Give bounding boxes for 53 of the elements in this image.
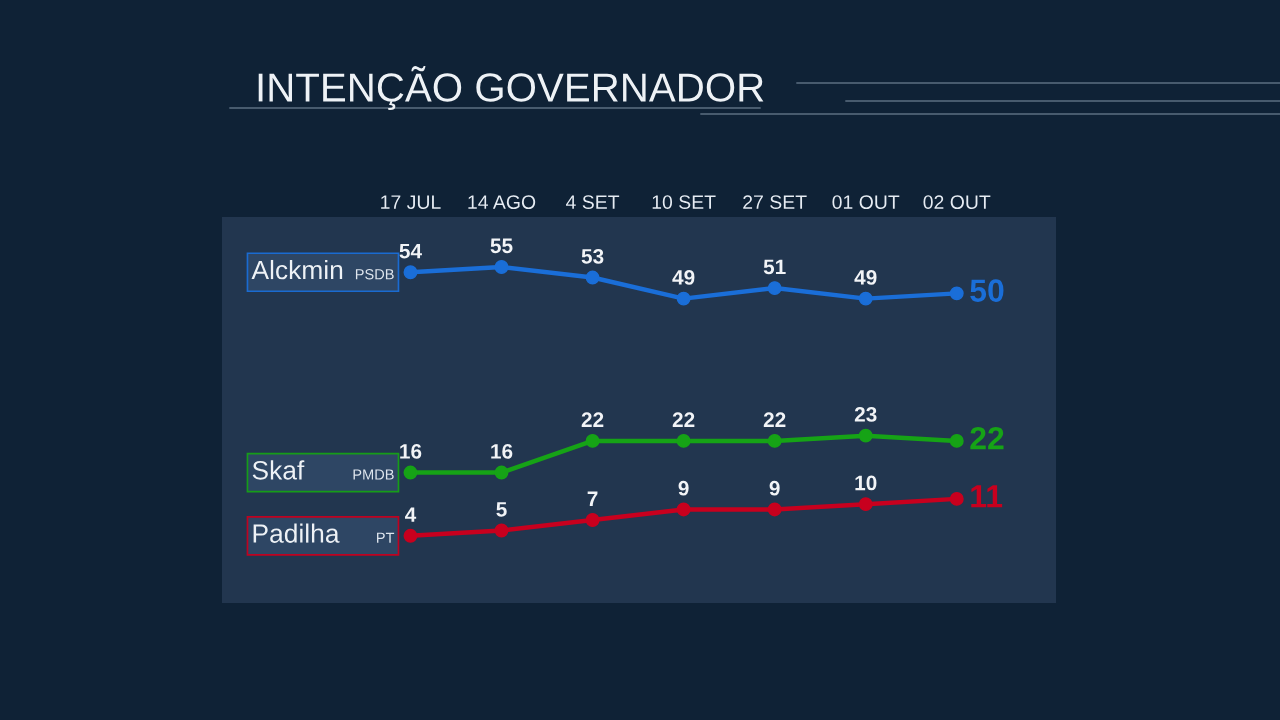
point [403, 528, 418, 543]
data-label: 7 [587, 491, 598, 506]
x-tick-label: 27 SET [743, 195, 807, 209]
chart-title: INTENÇÃO GOVERNADOR [258, 66, 764, 110]
point [949, 491, 964, 506]
point [403, 265, 418, 280]
point [585, 433, 600, 448]
data-label: 23 [854, 407, 877, 422]
text: Skaf PMDB [252, 460, 394, 480]
data-label: 22 [581, 412, 604, 427]
point [585, 513, 600, 527]
data-label: 49 [854, 270, 877, 285]
data-label: 16 [491, 443, 513, 459]
x-tick-label: 10 SET [652, 195, 716, 209]
data-label: 55 [490, 238, 513, 254]
x-tick-label: 4 SET [566, 195, 620, 209]
data-label: 22 [763, 412, 786, 427]
data-label: 51 [763, 259, 786, 275]
point [858, 497, 873, 512]
point [494, 523, 509, 538]
data-label: 53 [581, 248, 604, 264]
data-label: 11 [971, 485, 1003, 508]
point [949, 286, 964, 301]
data-label: 4 [404, 507, 417, 522]
point [494, 465, 509, 480]
x-tick-label: 14 AGO [468, 195, 536, 209]
point [494, 260, 509, 274]
text: Padilha PT [253, 523, 395, 543]
point [858, 428, 873, 443]
point [767, 281, 782, 296]
point [949, 433, 964, 448]
data-label: 16 [400, 443, 422, 459]
point [676, 433, 691, 448]
data-label: 22 [970, 426, 1004, 450]
x-tick-label: 01 OUT [832, 195, 900, 209]
data-label: 10 [855, 475, 877, 491]
point [676, 502, 691, 517]
series-label: Alckmin PSDB [251, 259, 394, 280]
data-label: 49 [672, 270, 695, 285]
data-label: 9 [769, 480, 780, 496]
point [403, 465, 418, 480]
data-label: 22 [672, 412, 695, 427]
data-label: 50 [970, 279, 1004, 302]
data-label: 54 [399, 243, 422, 259]
point [767, 433, 782, 448]
point [585, 270, 600, 285]
point [858, 291, 873, 306]
data-label: 5 [496, 502, 507, 517]
data-label: 9 [678, 480, 689, 496]
point [676, 291, 691, 306]
point [767, 502, 782, 517]
x-tick-label: 17 JUL [381, 195, 441, 209]
x-tick-label: 02 OUT [923, 195, 991, 209]
